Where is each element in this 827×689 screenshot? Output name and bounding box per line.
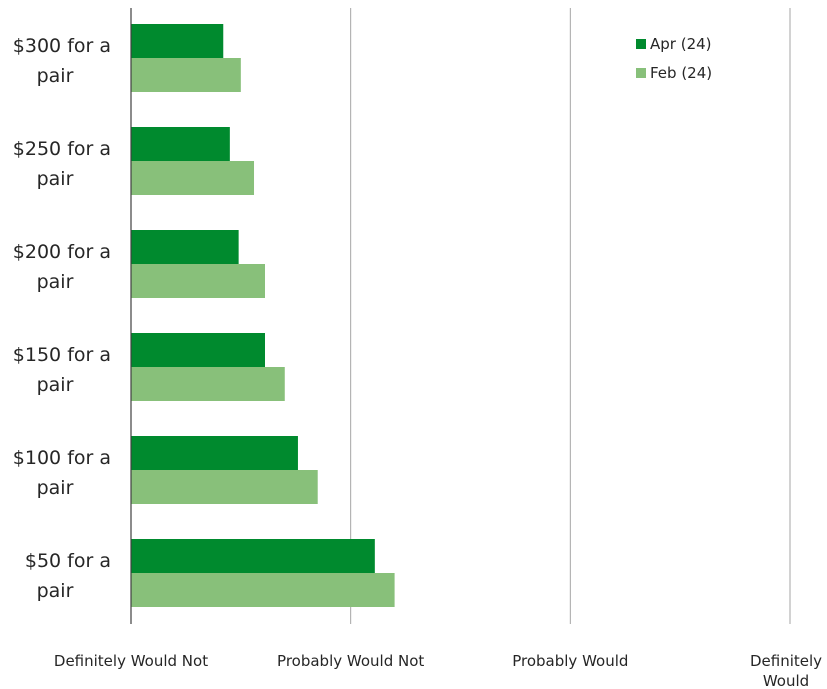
legend-swatch [636,68,646,78]
x-tick-label: Probably Would Not [277,652,424,670]
bar-feb-3 [131,367,285,401]
legend: Apr (24) Feb (24) [636,35,712,82]
category-label: $300 for a pair [13,35,111,87]
x-tick-label-line: Probably Would [512,652,628,670]
category-label-line: pair [37,168,74,190]
category-label-line: pair [37,65,74,87]
x-tick-label-line: Definitely Would Not [54,652,208,670]
axes: $300 for a pair $250 for a pair $200 for a pa… [13,8,822,689]
category-label-line: $200 for a [13,241,111,263]
gridlines [350,8,791,624]
x-tick-label-line: Would [763,672,809,689]
category-label-line: $50 for a [25,550,111,572]
bar-feb-1 [131,161,255,195]
x-tick-label: Probably Would [512,652,628,670]
category-label-line: pair [37,477,74,499]
bars [131,24,395,607]
bar-feb-4 [131,470,318,504]
x-tick-label: Definitely Would Not [54,652,208,670]
category-label: $250 for a pair [13,138,111,190]
x-tick-label: Definitely Would [750,652,822,689]
category-label-line: $150 for a [13,344,111,366]
bar-apr-0 [131,24,224,58]
category-label: $200 for a pair [13,241,111,293]
category-label-line: $250 for a [13,138,111,160]
bar-feb-5 [131,573,395,607]
category-label-line: $300 for a [13,35,111,57]
category-label-line: $100 for a [13,447,111,469]
bar-apr-1 [131,127,230,161]
bar-feb-0 [131,58,241,92]
x-tick-label-line: Definitely [750,652,822,670]
category-label-line: pair [37,374,74,396]
category-label: $150 for a pair [13,344,111,396]
bar-feb-2 [131,264,265,298]
bar-apr-5 [131,539,375,573]
category-label-line: pair [37,580,74,602]
legend-label: Feb (24) [650,64,712,82]
category-label: $100 for a pair [13,447,111,499]
category-label: $50 for a pair [25,550,111,602]
bar-apr-4 [131,436,298,470]
x-tick-label-line: Probably Would Not [277,652,424,670]
bar-apr-3 [131,333,265,367]
category-label-line: pair [37,271,74,293]
legend-label: Apr (24) [650,35,712,53]
bar-apr-2 [131,230,239,264]
legend-swatch [636,39,646,49]
